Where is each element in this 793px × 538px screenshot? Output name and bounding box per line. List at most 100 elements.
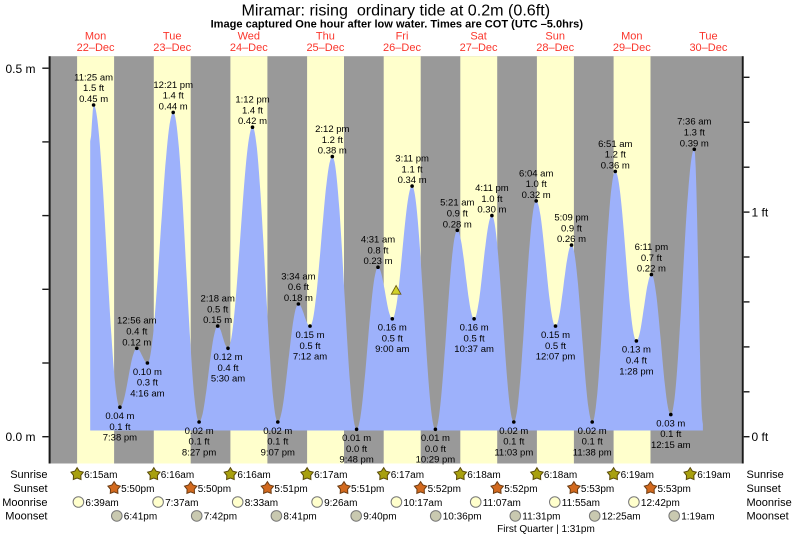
svg-text:1.2 ft: 1.2 ft: [322, 135, 343, 146]
svg-text:First Quarter | 1:31pm: First Quarter | 1:31pm: [497, 524, 595, 535]
svg-text:5:51pm: 5:51pm: [274, 484, 307, 495]
svg-text:0.0 ft: 0.0 ft: [346, 444, 367, 455]
svg-text:7:36 am: 7:36 am: [677, 117, 711, 128]
svg-text:11:38 pm: 11:38 pm: [573, 447, 612, 458]
svg-text:0.01 m: 0.01 m: [342, 433, 371, 444]
svg-text:0.45 m: 0.45 m: [79, 94, 108, 105]
svg-text:Mon: Mon: [621, 31, 642, 43]
svg-text:7:38 pm: 7:38 pm: [103, 433, 137, 444]
svg-text:0.13 m: 0.13 m: [622, 345, 651, 356]
svg-text:Sat: Sat: [470, 31, 487, 43]
svg-text:0.39 m: 0.39 m: [680, 138, 709, 149]
svg-text:0 ft: 0 ft: [752, 430, 769, 444]
svg-text:6:17am: 6:17am: [314, 470, 347, 481]
svg-text:0.22 m: 0.22 m: [637, 264, 666, 275]
svg-text:1.0 ft: 1.0 ft: [526, 179, 547, 190]
svg-text:Moonrise: Moonrise: [747, 497, 792, 509]
svg-text:0.01 m: 0.01 m: [421, 433, 450, 444]
svg-text:0.6 ft: 0.6 ft: [288, 282, 309, 293]
svg-text:22–Dec: 22–Dec: [77, 42, 115, 54]
svg-text:6:17am: 6:17am: [391, 470, 424, 481]
svg-text:9:26am: 9:26am: [324, 498, 357, 509]
svg-text:0.9 ft: 0.9 ft: [447, 209, 468, 220]
svg-text:0.1 ft: 0.1 ft: [660, 429, 681, 440]
svg-text:0.1 ft: 0.1 ft: [267, 437, 288, 448]
svg-text:7:42pm: 7:42pm: [204, 512, 237, 523]
svg-text:0.5 m: 0.5 m: [5, 62, 35, 76]
svg-text:0.44 m: 0.44 m: [159, 101, 188, 112]
svg-text:9:00 am: 9:00 am: [375, 344, 409, 355]
svg-text:4:11 pm: 4:11 pm: [475, 183, 509, 194]
svg-text:0.15 m: 0.15 m: [203, 315, 232, 326]
svg-text:1.0 ft: 1.0 ft: [481, 194, 502, 205]
svg-text:Tue: Tue: [699, 31, 718, 43]
svg-text:0.9 ft: 0.9 ft: [561, 223, 582, 234]
svg-text:Miramar: rising ordinary tide: Miramar: rising ordinary tide at 0.2m (0…: [242, 2, 551, 20]
svg-text:Sun: Sun: [545, 31, 565, 43]
svg-text:0.0 ft: 0.0 ft: [425, 444, 446, 455]
svg-text:9:40pm: 9:40pm: [363, 512, 396, 523]
svg-text:6:15am: 6:15am: [84, 470, 117, 481]
svg-text:1:12 pm: 1:12 pm: [235, 95, 269, 106]
svg-text:6:51 am: 6:51 am: [598, 139, 632, 150]
svg-text:0.02 m: 0.02 m: [499, 426, 528, 437]
svg-text:30–Dec: 30–Dec: [689, 42, 727, 54]
svg-text:1.5 ft: 1.5 ft: [83, 83, 104, 94]
svg-text:Wed: Wed: [238, 31, 260, 43]
svg-text:0.5 ft: 0.5 ft: [207, 304, 228, 315]
svg-text:1:19am: 1:19am: [681, 512, 714, 523]
svg-text:6:41pm: 6:41pm: [124, 512, 157, 523]
svg-text:0.16 m: 0.16 m: [378, 323, 407, 334]
svg-text:0.26 m: 0.26 m: [557, 234, 586, 245]
svg-text:1.4 ft: 1.4 ft: [242, 105, 263, 116]
svg-text:0.12 m: 0.12 m: [213, 352, 242, 363]
svg-text:Sunset: Sunset: [747, 483, 781, 495]
svg-text:0.02 m: 0.02 m: [185, 426, 214, 437]
svg-text:0.5 ft: 0.5 ft: [464, 333, 485, 344]
svg-text:Fri: Fri: [396, 31, 409, 43]
svg-text:0.02 m: 0.02 m: [263, 426, 292, 437]
svg-text:Moonrise: Moonrise: [2, 497, 47, 509]
svg-text:0.36 m: 0.36 m: [601, 160, 630, 171]
svg-text:11:03 pm: 11:03 pm: [494, 447, 533, 458]
svg-text:4:31 am: 4:31 am: [361, 235, 395, 246]
svg-text:10:37 am: 10:37 am: [454, 344, 494, 355]
svg-text:Tue: Tue: [163, 31, 182, 43]
svg-text:0.8 ft: 0.8 ft: [367, 245, 388, 256]
svg-text:6:11 pm: 6:11 pm: [635, 242, 669, 253]
svg-text:0.10 m: 0.10 m: [133, 367, 162, 378]
svg-text:9:48 pm: 9:48 pm: [339, 455, 373, 466]
svg-text:0.15 m: 0.15 m: [295, 330, 324, 341]
svg-text:3:34 am: 3:34 am: [281, 271, 315, 282]
svg-text:0.16 m: 0.16 m: [460, 323, 489, 334]
svg-text:0.0 m: 0.0 m: [5, 430, 35, 444]
svg-text:6:19am: 6:19am: [697, 470, 730, 481]
svg-text:5:50pm: 5:50pm: [121, 484, 154, 495]
svg-text:27–Dec: 27–Dec: [460, 42, 498, 54]
svg-text:11:31pm: 11:31pm: [522, 512, 560, 523]
svg-text:7:12 am: 7:12 am: [293, 352, 327, 363]
svg-text:Moonset: Moonset: [5, 511, 47, 523]
svg-text:5:30 am: 5:30 am: [211, 374, 245, 385]
svg-text:0.3 ft: 0.3 ft: [137, 378, 158, 389]
svg-text:11:55am: 11:55am: [562, 498, 600, 509]
svg-text:11:25 am: 11:25 am: [74, 72, 113, 83]
svg-text:0.38 m: 0.38 m: [318, 146, 347, 157]
svg-text:3:11 pm: 3:11 pm: [395, 154, 429, 165]
svg-text:12:42pm: 12:42pm: [641, 498, 680, 509]
svg-text:Sunrise: Sunrise: [747, 469, 784, 481]
svg-text:28–Dec: 28–Dec: [536, 42, 574, 54]
svg-text:5:21 am: 5:21 am: [440, 198, 474, 209]
svg-text:24–Dec: 24–Dec: [230, 42, 268, 54]
svg-text:1 ft: 1 ft: [752, 205, 769, 219]
svg-text:0.30 m: 0.30 m: [477, 205, 506, 216]
svg-text:0.18 m: 0.18 m: [284, 293, 313, 304]
svg-text:0.34 m: 0.34 m: [398, 175, 427, 186]
svg-text:5:53pm: 5:53pm: [581, 484, 614, 495]
svg-text:5:52pm: 5:52pm: [504, 484, 537, 495]
svg-text:29–Dec: 29–Dec: [613, 42, 651, 54]
svg-text:0.5 ft: 0.5 ft: [299, 341, 320, 352]
svg-text:2:18 am: 2:18 am: [201, 294, 235, 305]
svg-text:0.28 m: 0.28 m: [443, 219, 472, 230]
svg-text:0.32 m: 0.32 m: [522, 190, 551, 201]
